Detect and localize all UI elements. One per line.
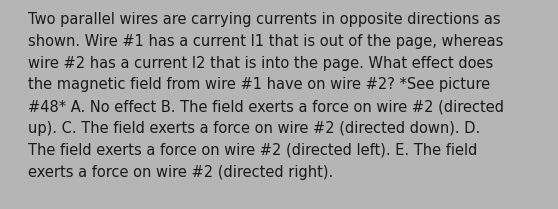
Text: wire #2 has a current I2 that is into the page. What effect does: wire #2 has a current I2 that is into th… xyxy=(28,56,493,71)
Text: #48* A. No effect B. The field exerts a force on wire #2 (directed: #48* A. No effect B. The field exerts a … xyxy=(28,99,504,114)
Text: exerts a force on wire #2 (directed right).: exerts a force on wire #2 (directed righ… xyxy=(28,165,333,180)
Text: The field exerts a force on wire #2 (directed left). E. The field: The field exerts a force on wire #2 (dir… xyxy=(28,143,478,158)
Text: the magnetic field from wire #1 have on wire #2? *See picture: the magnetic field from wire #1 have on … xyxy=(28,77,490,92)
Text: Two parallel wires are carrying currents in opposite directions as: Two parallel wires are carrying currents… xyxy=(28,12,501,27)
Text: up). C. The field exerts a force on wire #2 (directed down). D.: up). C. The field exerts a force on wire… xyxy=(28,121,480,136)
Text: shown. Wire #1 has a current I1 that is out of the page, whereas: shown. Wire #1 has a current I1 that is … xyxy=(28,34,503,49)
